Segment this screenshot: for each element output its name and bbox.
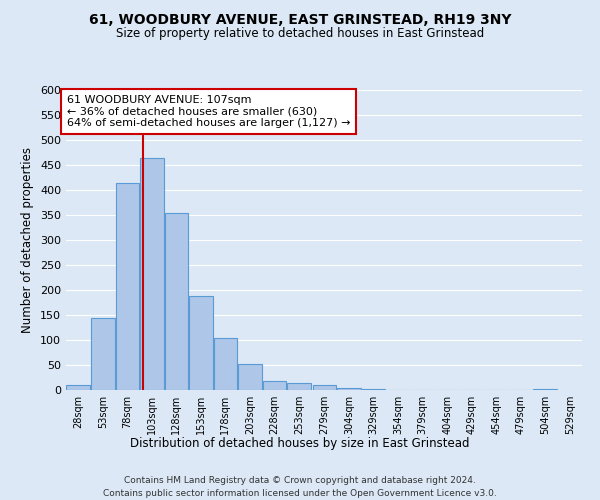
Bar <box>116 182 139 390</box>
Bar <box>263 381 286 390</box>
Text: 61 WOODBURY AVENUE: 107sqm
← 36% of detached houses are smaller (630)
64% of sem: 61 WOODBURY AVENUE: 107sqm ← 36% of deta… <box>67 95 350 128</box>
Bar <box>238 364 262 390</box>
Bar <box>164 212 188 390</box>
Text: 61, WOODBURY AVENUE, EAST GRINSTEAD, RH19 3NY: 61, WOODBURY AVENUE, EAST GRINSTEAD, RH1… <box>89 12 511 26</box>
Bar <box>91 318 115 390</box>
Bar <box>189 296 212 390</box>
Bar <box>287 382 311 390</box>
Text: Size of property relative to detached houses in East Grinstead: Size of property relative to detached ho… <box>116 28 484 40</box>
Bar <box>67 385 90 390</box>
Bar <box>214 338 237 390</box>
Bar <box>533 388 557 390</box>
Bar <box>362 389 385 390</box>
Bar <box>140 158 164 390</box>
Bar <box>337 388 361 390</box>
Text: Distribution of detached houses by size in East Grinstead: Distribution of detached houses by size … <box>130 438 470 450</box>
Text: Contains HM Land Registry data © Crown copyright and database right 2024.: Contains HM Land Registry data © Crown c… <box>124 476 476 485</box>
Bar <box>313 385 336 390</box>
Text: Contains public sector information licensed under the Open Government Licence v3: Contains public sector information licen… <box>103 489 497 498</box>
Y-axis label: Number of detached properties: Number of detached properties <box>22 147 34 333</box>
